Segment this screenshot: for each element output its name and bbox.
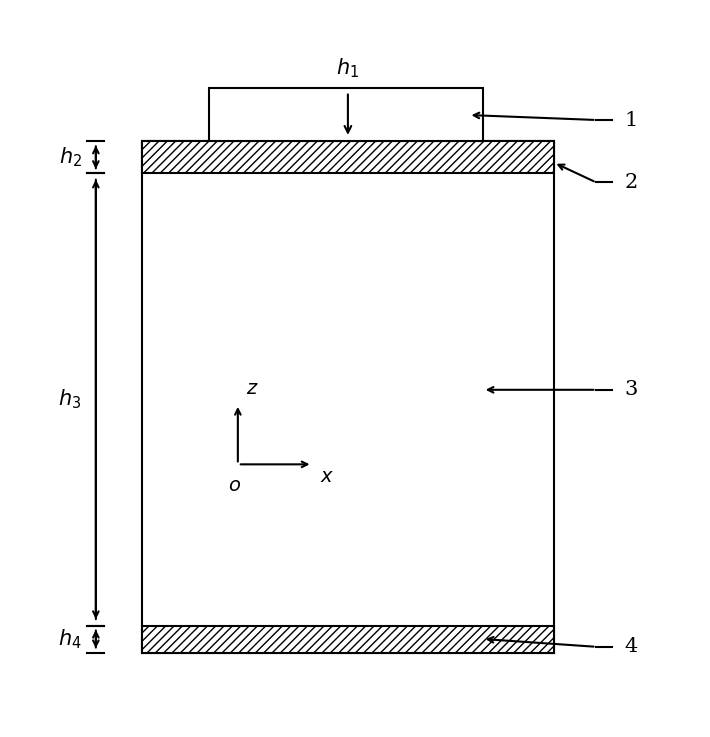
Text: 4: 4 (625, 638, 638, 657)
Text: $h_3$: $h_3$ (58, 388, 82, 411)
Text: $x$: $x$ (320, 468, 334, 486)
Bar (209, 88, 483, 142)
Text: $h_4$: $h_4$ (58, 627, 82, 651)
Text: $o$: $o$ (228, 477, 241, 495)
Text: $z$: $z$ (246, 380, 259, 398)
Text: 1: 1 (625, 111, 638, 130)
Text: $h_1$: $h_1$ (337, 56, 359, 80)
Bar (142, 142, 554, 652)
Bar (142, 142, 554, 173)
Text: 2: 2 (625, 173, 638, 192)
Text: $h_2$: $h_2$ (58, 145, 82, 169)
Bar (142, 626, 554, 652)
Text: 3: 3 (625, 380, 638, 399)
